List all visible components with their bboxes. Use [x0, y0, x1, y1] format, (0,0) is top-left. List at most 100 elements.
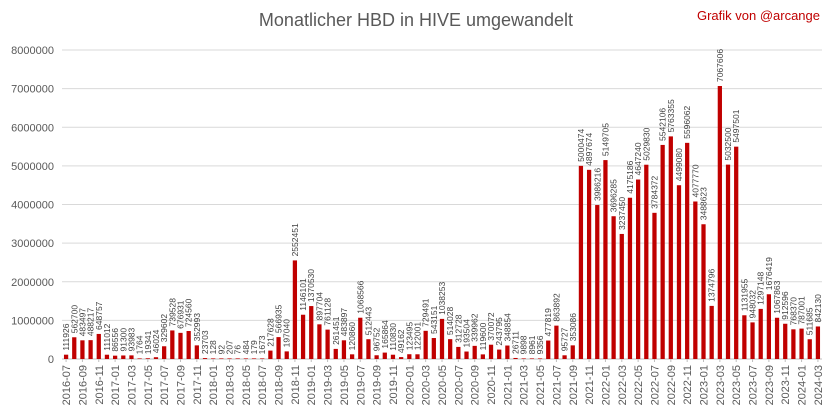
bar — [390, 354, 396, 359]
data-label: 9898 — [519, 335, 529, 354]
data-label: 352993 — [192, 313, 202, 342]
bar — [619, 233, 624, 359]
x-tick-label: 2023-01 — [699, 365, 711, 405]
bar — [399, 357, 404, 359]
bar — [660, 144, 665, 359]
x-tick-label: 2024-03 — [813, 365, 825, 405]
x-tick-label: 2016-07 — [61, 365, 73, 405]
data-label: 207 — [225, 340, 235, 354]
data-label: 5149705 — [600, 123, 610, 156]
x-tick-label: 2021-05 — [535, 365, 547, 405]
x-tick-label: 2024-01 — [797, 365, 809, 405]
data-label: 3986216 — [592, 168, 602, 201]
bar — [676, 185, 682, 359]
x-tick-label: 2022-03 — [617, 365, 629, 405]
data-label: 5000474 — [576, 128, 586, 161]
bar — [260, 358, 265, 359]
data-label: 197040 — [282, 319, 292, 348]
bar — [652, 212, 657, 359]
data-label: 3696285 — [609, 179, 619, 212]
data-label: 5596062 — [682, 105, 692, 138]
x-tick-label: 2019-03 — [323, 365, 335, 405]
x-tick-label: 2020-09 — [470, 365, 482, 405]
x-tick-label: 2019-09 — [372, 365, 384, 405]
bar — [341, 340, 347, 359]
data-label: 787001 — [797, 296, 807, 325]
x-tick-label: 2022-09 — [666, 365, 678, 405]
data-label: 483897 — [339, 308, 349, 337]
x-tick-label: 2021-09 — [568, 365, 580, 405]
bar — [243, 358, 248, 359]
x-tick-label: 2020-05 — [437, 365, 449, 405]
data-label: 179 — [249, 340, 259, 354]
x-tick-label: 2017-07 — [159, 365, 171, 405]
bar — [472, 345, 477, 359]
bar — [570, 345, 575, 359]
data-label: 95727 — [560, 327, 570, 351]
bar — [644, 164, 649, 359]
data-label: 86556 — [110, 328, 120, 352]
data-label: 370072 — [486, 312, 496, 341]
data-label: 111926 — [61, 323, 71, 350]
bar — [219, 358, 224, 359]
data-label: 193504 — [462, 319, 472, 348]
bar — [627, 197, 633, 359]
bar — [194, 345, 199, 359]
chart-title: Monatlicher HBD in HIVE umgewandelt — [258, 10, 574, 30]
bar — [791, 329, 796, 359]
bar — [104, 354, 110, 359]
y-tick-label: 3000000 — [11, 238, 54, 250]
y-tick-label: 7000000 — [11, 84, 54, 96]
bar — [774, 317, 780, 359]
bar — [251, 358, 257, 359]
data-label: 119600 — [478, 322, 488, 350]
bar — [546, 340, 551, 359]
x-tick-label: 2016-11 — [94, 365, 106, 405]
bar — [358, 317, 363, 359]
bar — [325, 329, 330, 359]
data-label: 8961 — [527, 335, 537, 354]
data-label: 5029830 — [641, 127, 651, 160]
bar — [685, 142, 690, 359]
x-tick-label: 2017-01 — [110, 365, 122, 405]
data-label: 761128 — [323, 298, 333, 326]
data-label: 5497501 — [731, 109, 741, 142]
data-label: 122001 — [412, 322, 422, 351]
x-tick-label: 2021-11 — [584, 365, 596, 405]
bar — [80, 340, 85, 359]
bar — [783, 323, 788, 359]
bar — [709, 305, 714, 359]
data-label: 842130 — [813, 294, 823, 323]
data-label: 484 — [241, 340, 251, 354]
bar — [807, 339, 812, 359]
data-label: 312728 — [453, 314, 463, 343]
bar — [407, 354, 412, 359]
data-label: 4175186 — [625, 160, 635, 193]
data-label: 128 — [208, 340, 218, 354]
bar — [636, 179, 641, 359]
bar — [72, 337, 77, 359]
data-label: 739528 — [167, 298, 177, 327]
bar — [513, 357, 518, 359]
bar — [170, 330, 175, 359]
data-label: 514028 — [445, 307, 455, 336]
data-label: 348854 — [502, 313, 512, 342]
bar — [529, 358, 535, 359]
data-label: 93983 — [126, 327, 136, 351]
data-label: 1673 — [257, 335, 267, 354]
data-label: 26711 — [511, 331, 521, 354]
data-label: 1067863 — [772, 280, 782, 313]
bar — [668, 136, 673, 359]
bar — [162, 346, 167, 359]
x-tick-label: 2019-07 — [355, 365, 367, 405]
bar — [562, 355, 567, 359]
data-label: 768370 — [788, 297, 798, 326]
data-label: 92 — [216, 345, 226, 355]
x-tick-label: 2018-11 — [290, 365, 302, 405]
data-label: 19341 — [143, 330, 153, 354]
x-tick-label: 2020-01 — [404, 365, 416, 405]
data-label: 488217 — [86, 308, 96, 337]
data-label: 512443 — [363, 307, 373, 336]
